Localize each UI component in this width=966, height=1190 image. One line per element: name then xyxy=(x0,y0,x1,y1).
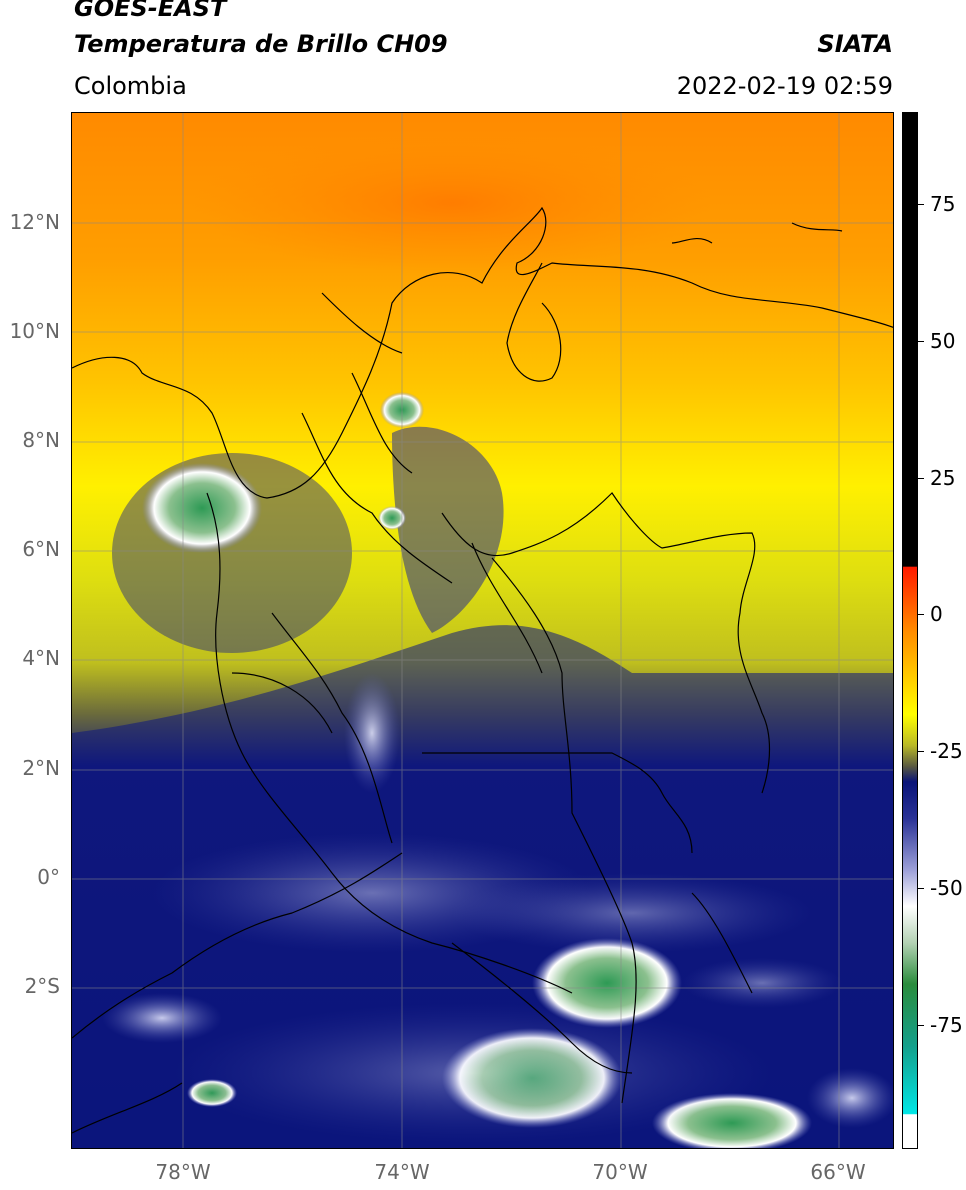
colorbar-label: 0 xyxy=(930,602,943,626)
colorbar-label: -75 xyxy=(930,1013,963,1037)
colorbar-tick xyxy=(918,888,924,889)
colorbar-tick xyxy=(918,751,924,752)
lat-label: 2°S xyxy=(24,974,60,998)
lon-label: 74°W xyxy=(374,1160,430,1184)
map-canvas xyxy=(72,113,893,1148)
lat-label: 10°N xyxy=(9,319,60,343)
brand-label: SIATA xyxy=(817,30,893,58)
colorbar-label: -50 xyxy=(930,876,963,900)
colorbar xyxy=(902,112,918,1149)
lat-label: 12°N xyxy=(9,210,60,234)
lat-label: 8°N xyxy=(22,428,60,452)
lon-label: 66°W xyxy=(810,1160,866,1184)
colorbar-label: 75 xyxy=(930,192,956,216)
colorbar-tick xyxy=(918,614,924,615)
colorbar-label: 50 xyxy=(930,329,956,353)
colorbar-label: 25 xyxy=(930,466,956,490)
colorbar-tick xyxy=(918,341,924,342)
country-boundaries xyxy=(72,206,893,1134)
timestamp-label: 2022-02-19 02:59 xyxy=(676,72,893,100)
lon-label: 70°W xyxy=(592,1160,648,1184)
region-label: Colombia xyxy=(74,72,187,100)
colorbar-label: -25 xyxy=(930,739,963,763)
colorbar-tick xyxy=(918,1025,924,1026)
lat-label: 4°N xyxy=(22,646,60,670)
satellite-map xyxy=(71,112,894,1149)
colorbar-scale xyxy=(903,113,917,1148)
product-source-title: GOES-EAST xyxy=(74,0,227,22)
map-gridlines xyxy=(72,113,893,1148)
lat-label: 6°N xyxy=(22,537,60,561)
colorbar-tick xyxy=(918,478,924,479)
lon-label: 78°W xyxy=(155,1160,211,1184)
lat-label: 2°N xyxy=(22,756,60,780)
product-title: Temperatura de Brillo CH09 xyxy=(74,30,448,58)
colorbar-tick xyxy=(918,204,924,205)
lat-label: 0° xyxy=(37,865,60,889)
